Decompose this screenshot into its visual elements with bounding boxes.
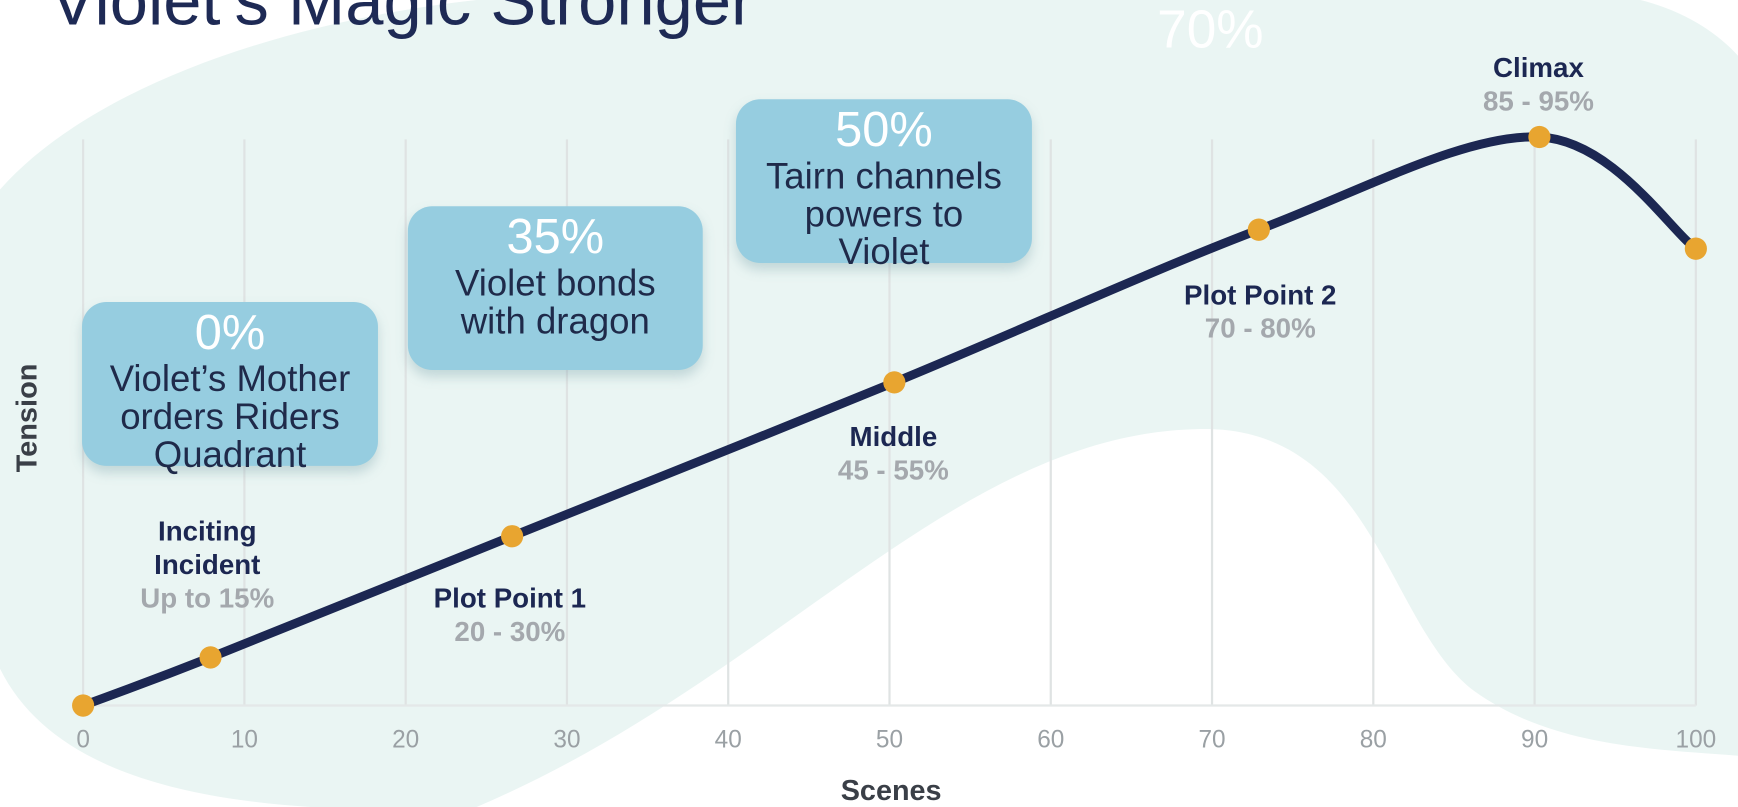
x-tick-label: 60 (1037, 727, 1064, 754)
point-label: Climax 85 - 95% (1428, 51, 1650, 118)
x-tick-label: 100 (1676, 727, 1717, 754)
point-name: Middle (849, 421, 938, 453)
callout-percent: 35% (506, 209, 605, 265)
x-axis-label: Scenes (841, 775, 942, 807)
point-label: Plot Point 1 20 - 30% (399, 582, 621, 649)
callout-text: Violet’s Mother orders Riders Quadrant (109, 357, 351, 475)
point-name: Plot Point 1 (433, 582, 587, 615)
bg-corner (0, 0, 477, 190)
bg-corner (0, 668, 311, 807)
x-tick-label: 20 (392, 727, 419, 754)
bg-corner (1640, 0, 1738, 56)
callout-percent: 0% (194, 305, 266, 361)
x-tick-label: 30 (553, 727, 580, 754)
callout-text: Violet bonds with dragon (454, 261, 656, 342)
point-label: Middle 45 - 55% (783, 420, 1005, 487)
bg-hill (476, 429, 1738, 807)
x-tick-label: 80 (1360, 727, 1387, 754)
point-name: Inciting Incident (154, 516, 261, 581)
point-range: 45 - 55% (837, 454, 949, 486)
x-tick-label: 50 (876, 727, 903, 754)
point-marker (199, 646, 222, 669)
point-name: Climax (1493, 52, 1584, 84)
callout-text: Tairn channels powers to Violet (766, 154, 1002, 272)
x-tick-label: 40 (715, 727, 742, 754)
callout-box: 0% Violet’s Mother orders Riders Quadrant (82, 302, 378, 473)
point-marker (1247, 218, 1270, 241)
x-tick-label: 0 (76, 727, 90, 754)
point-marker (1528, 125, 1551, 149)
x-tick-label: 90 (1521, 727, 1548, 754)
point-marker (72, 694, 95, 717)
point-range: 85 - 95% (1483, 85, 1594, 118)
point-label: Plot Point 2 70 - 80% (1149, 279, 1371, 346)
point-range: Up to 15% (140, 582, 275, 615)
point-marker (883, 371, 906, 394)
x-tick-label: 70 (1198, 727, 1225, 754)
watermark: 70% (1157, 0, 1263, 59)
point-marker (1684, 237, 1707, 260)
point-label: Inciting Incident Up to 15% (130, 515, 285, 615)
x-tick-label: 10 (231, 727, 258, 754)
point-marker (501, 525, 524, 548)
chart-title: Violet’s Magic Stronger (50, 0, 754, 40)
y-axis-label: Tension (11, 364, 43, 473)
point-name: Plot Point 2 (1184, 279, 1337, 311)
callout-box: 50% Tairn channels powers to Violet (735, 99, 1032, 270)
point-range: 20 - 30% (454, 616, 566, 648)
callout-percent: 50% (835, 102, 933, 158)
point-range: 70 - 80% (1204, 313, 1316, 345)
callout-box: 35% Violet bonds with dragon (407, 206, 703, 371)
